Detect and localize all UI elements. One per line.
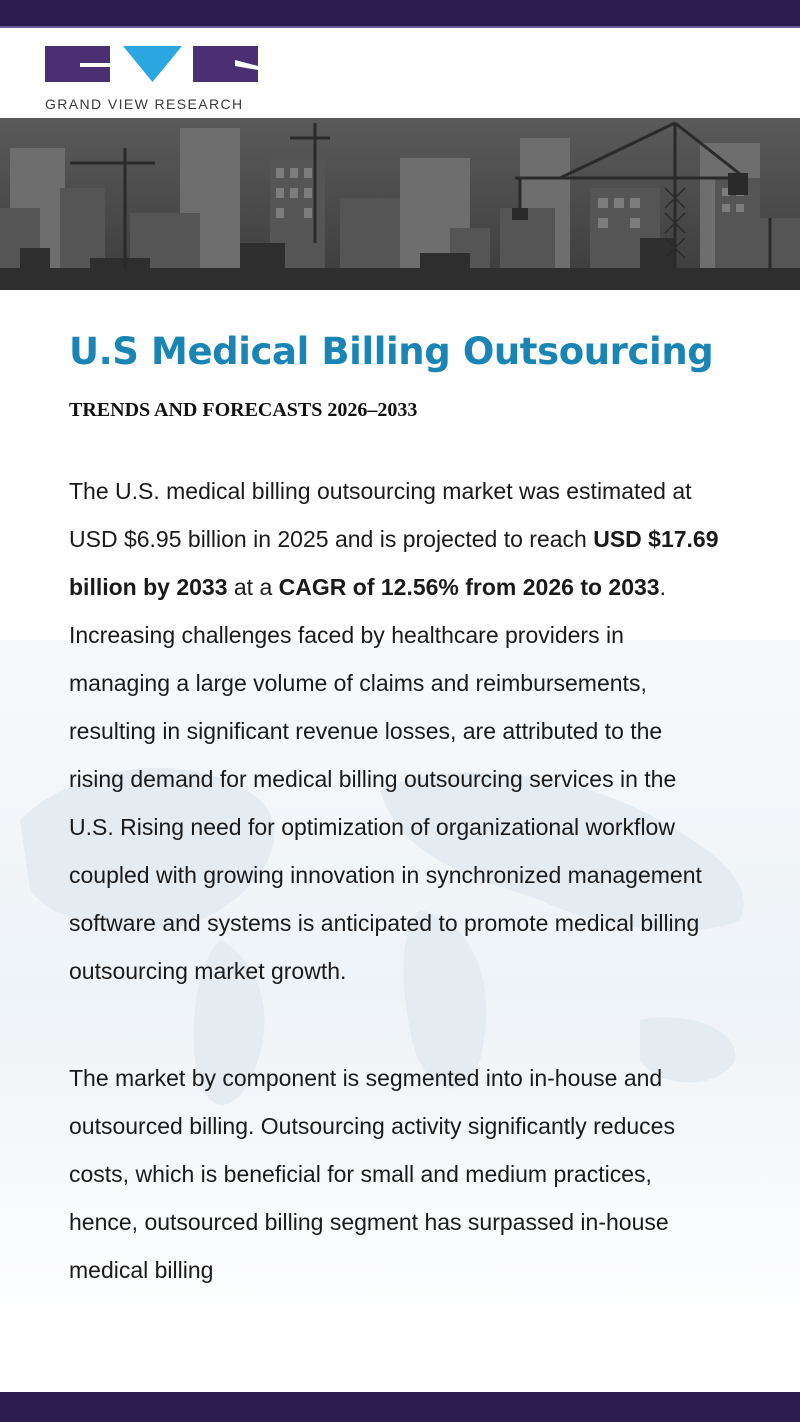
paragraph-text: . Increasing challenges faced by healthc… [69,574,702,984]
world-map-watermark [0,640,800,1340]
grand-view-research-logo[interactable]: GRAND VIEW RESEARCH [45,46,260,116]
market-summary-paragraph: The U.S. medical billing outsourcing mar… [69,467,719,995]
skyline-banner-image [0,118,800,290]
paragraph-text: at a [227,574,279,600]
market-size-highlight: USD $17.69 billion by 2033 [69,526,719,600]
component-segment-paragraph: The market by component is segmented int… [69,1065,675,1283]
paragraph-text: The U.S. medical billing outsourcing mar… [69,478,692,552]
logo-text: GRAND VIEW RESEARCH [45,96,244,112]
report-subtitle: TRENDS AND FORECASTS 2026–2033 [69,399,418,421]
top-bar [0,0,800,28]
cagr-highlight: CAGR of 12.56% from 2026 to 2033 [278,574,660,600]
logo-mark-icon [45,46,258,82]
bottom-bar [0,1392,800,1422]
report-title: U.S Medical Billing Outsourcing [69,330,714,373]
